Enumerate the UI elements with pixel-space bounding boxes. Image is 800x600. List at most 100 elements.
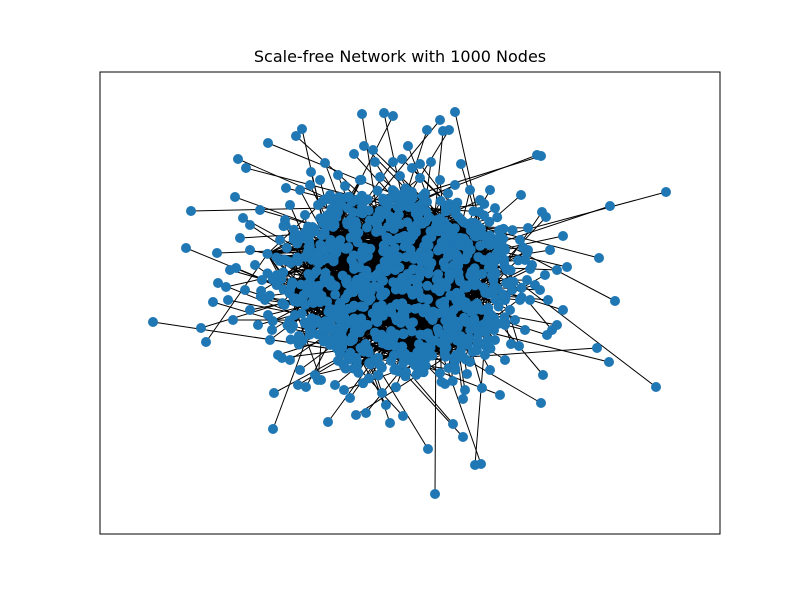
network-node xyxy=(313,200,323,210)
network-node xyxy=(313,258,324,269)
network-node xyxy=(485,343,496,354)
network-node xyxy=(414,272,425,283)
network-node xyxy=(490,203,501,214)
network-node xyxy=(378,240,389,251)
network-node xyxy=(330,380,340,390)
network-node xyxy=(552,265,562,275)
network-node xyxy=(424,311,435,322)
network-node xyxy=(479,198,490,209)
network-node xyxy=(479,210,490,221)
network-node xyxy=(245,305,255,315)
node-layer xyxy=(148,107,671,499)
network-node xyxy=(201,337,211,347)
network-node xyxy=(505,305,515,315)
network-node xyxy=(651,382,661,392)
network-node xyxy=(368,145,378,155)
network-node xyxy=(356,190,367,201)
network-node xyxy=(610,296,620,306)
network-node xyxy=(440,202,451,213)
network-node xyxy=(397,232,408,243)
network-node xyxy=(458,432,468,442)
network-node xyxy=(345,232,356,243)
network-node xyxy=(278,221,289,232)
network-node xyxy=(324,194,335,205)
network-node xyxy=(435,115,445,125)
network-node xyxy=(605,201,615,211)
network-node xyxy=(401,367,411,377)
network-node xyxy=(410,225,421,236)
network-node xyxy=(277,353,287,363)
network-node xyxy=(462,303,473,314)
network-node xyxy=(196,323,206,333)
network-node xyxy=(320,245,331,256)
network-node xyxy=(525,264,536,275)
network-node xyxy=(388,157,398,167)
network-node xyxy=(545,245,555,255)
network-node xyxy=(393,201,404,212)
network-node xyxy=(312,329,323,340)
network-node xyxy=(223,295,233,305)
network-node xyxy=(355,342,366,353)
network-node xyxy=(507,285,517,295)
network-node xyxy=(514,341,524,351)
network-node xyxy=(436,237,447,248)
network-node xyxy=(506,339,516,349)
network-node xyxy=(349,263,360,274)
network-node xyxy=(521,247,532,258)
network-node xyxy=(228,315,238,325)
network-node xyxy=(480,287,491,298)
network-node xyxy=(363,295,374,306)
network-node xyxy=(413,303,424,314)
network-edge xyxy=(467,223,600,259)
network-node xyxy=(393,366,404,377)
network-node xyxy=(421,206,432,217)
network-node xyxy=(413,339,424,350)
network-node xyxy=(513,255,524,266)
network-node xyxy=(373,370,383,380)
network-node xyxy=(148,317,158,327)
network-node xyxy=(349,149,359,159)
network-node xyxy=(285,334,296,345)
network-node xyxy=(255,205,265,215)
network-node xyxy=(281,242,292,253)
network-node xyxy=(523,223,533,233)
network-node xyxy=(435,175,445,185)
network-node xyxy=(330,204,341,215)
network-node xyxy=(376,331,387,342)
network-node xyxy=(333,192,344,203)
network-node xyxy=(450,180,460,190)
network-node xyxy=(478,255,489,266)
network-node xyxy=(445,268,456,279)
network-node xyxy=(326,325,337,336)
network-node xyxy=(245,220,255,230)
network-node xyxy=(345,350,355,360)
network-node xyxy=(365,243,376,254)
network-node xyxy=(303,269,314,280)
network-node xyxy=(497,290,508,301)
chart-title: Scale-free Network with 1000 Nodes xyxy=(253,47,547,66)
network-node xyxy=(406,326,417,337)
network-node xyxy=(398,329,409,340)
network-node xyxy=(536,398,546,408)
network-node xyxy=(448,419,458,429)
network-node xyxy=(440,223,451,234)
network-node xyxy=(225,265,235,275)
network-node xyxy=(208,297,218,307)
network-node xyxy=(345,316,356,327)
network-node xyxy=(340,363,351,374)
network-node xyxy=(435,298,446,309)
network-node xyxy=(279,299,290,310)
network-node xyxy=(265,335,275,345)
network-node xyxy=(473,329,484,340)
network-node xyxy=(221,282,231,292)
network-node xyxy=(285,258,296,269)
network-node xyxy=(485,185,495,195)
network-node xyxy=(415,173,425,183)
network-node xyxy=(505,276,516,287)
network-node xyxy=(295,365,305,375)
network-node xyxy=(535,285,545,295)
network-node xyxy=(370,315,381,326)
network-node xyxy=(300,251,311,262)
network-node xyxy=(392,251,403,262)
